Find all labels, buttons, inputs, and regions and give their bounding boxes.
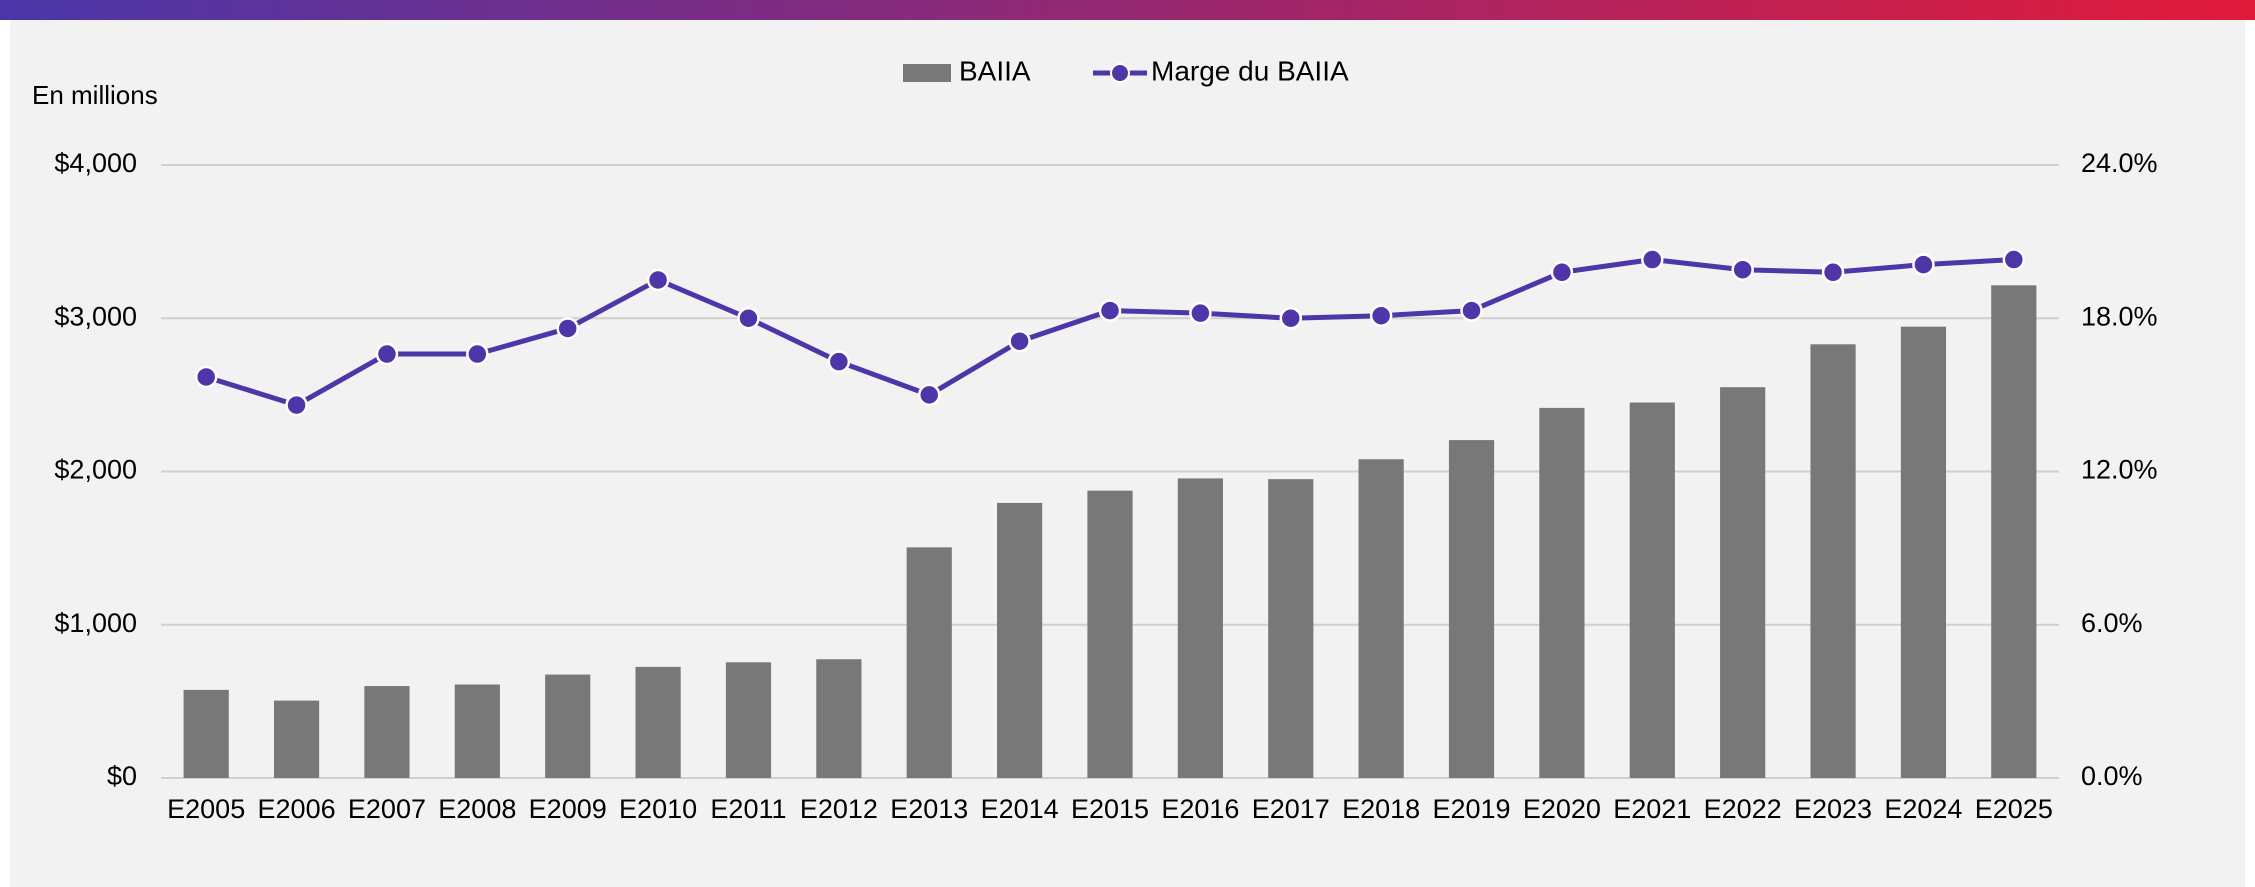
- bar: [1900, 326, 1947, 778]
- marker: [1460, 299, 1483, 322]
- bar: [1810, 344, 1856, 778]
- bar: [1358, 459, 1404, 778]
- x-tick-label: E2021: [1613, 794, 1691, 824]
- y-tick-label: $2,000: [54, 455, 137, 485]
- bar: [364, 686, 410, 778]
- marker: [827, 350, 851, 373]
- marker: [1279, 307, 1303, 330]
- marker: [1912, 253, 1935, 276]
- marker: [194, 365, 218, 389]
- bar: [1177, 478, 1223, 778]
- bar: [1629, 402, 1675, 778]
- marker: [1189, 301, 1212, 325]
- x-tick-label: E2023: [1794, 794, 1872, 824]
- bar: [1087, 490, 1133, 778]
- bar: [1720, 387, 1766, 778]
- y2-tick-label: 12.0%: [2081, 455, 2158, 485]
- x-tick-label: E2013: [890, 794, 968, 824]
- bar: [273, 700, 320, 778]
- marker: [1821, 261, 1845, 284]
- x-tick-label: E2007: [348, 794, 426, 824]
- axis-note: En millions: [32, 80, 158, 110]
- bar: [1991, 285, 2037, 778]
- x-tick-label: E2025: [1975, 794, 2053, 824]
- bar: [1539, 407, 1585, 778]
- x-tick-label: E2009: [529, 794, 607, 824]
- x-tick-label: E2008: [438, 794, 516, 824]
- y2-tick-label: 18.0%: [2081, 301, 2158, 331]
- marker: [646, 268, 670, 292]
- x-tick-label: E2017: [1252, 794, 1330, 824]
- marker: [466, 342, 489, 366]
- x-tick-label: E2024: [1884, 794, 1962, 824]
- bar: [1268, 479, 1314, 778]
- bar: [183, 689, 229, 778]
- x-tick-label: E2018: [1342, 794, 1420, 824]
- y-tick-label: $1,000: [54, 608, 137, 638]
- y2-tick-label: 24.0%: [2081, 148, 2158, 178]
- bar: [997, 502, 1043, 778]
- y2-tick-label: 6.0%: [2081, 608, 2143, 638]
- bar: [545, 674, 591, 778]
- marker: [1641, 248, 1664, 271]
- bar: [725, 662, 772, 778]
- x-tick-label: E2019: [1432, 794, 1510, 824]
- y-tick-label: $4,000: [54, 148, 137, 178]
- bar: [906, 547, 952, 778]
- bar: [816, 659, 862, 778]
- bar: [635, 666, 681, 778]
- y-tick-label: $0: [107, 761, 137, 791]
- marker: [285, 393, 308, 417]
- x-tick-label: E2022: [1704, 794, 1782, 824]
- header-bar: [0, 0, 2255, 20]
- x-tick-label: E2006: [258, 794, 336, 824]
- x-tick-label: E2012: [800, 794, 878, 824]
- marker: [556, 317, 579, 340]
- x-tick-label: E2015: [1071, 794, 1149, 824]
- legend-label: BAIIA: [959, 55, 1031, 86]
- marker: [375, 342, 399, 366]
- x-tick-label: E2010: [619, 794, 697, 824]
- bar: [1448, 440, 1495, 778]
- marker: [1008, 329, 1031, 353]
- x-tick-label: E2005: [167, 794, 245, 824]
- marker: [1550, 261, 1574, 284]
- marker: [1731, 258, 1754, 281]
- x-tick-label: E2020: [1523, 794, 1601, 824]
- x-tick-label: E2014: [981, 794, 1059, 824]
- marker: [1369, 304, 1393, 327]
- marker: [2002, 248, 2026, 271]
- x-tick-label: E2016: [1161, 794, 1239, 824]
- legend-swatch: [903, 64, 951, 82]
- y-tick-label: $3,000: [54, 301, 137, 331]
- marker: [917, 383, 941, 407]
- legend-marker: [1110, 63, 1130, 83]
- marker: [737, 307, 760, 330]
- marker: [1098, 299, 1122, 322]
- legend-label: Marge du BAIIA: [1151, 55, 1349, 86]
- bar: [454, 684, 500, 778]
- y2-tick-label: 0.0%: [2081, 761, 2143, 791]
- x-tick-label: E2011: [710, 794, 786, 824]
